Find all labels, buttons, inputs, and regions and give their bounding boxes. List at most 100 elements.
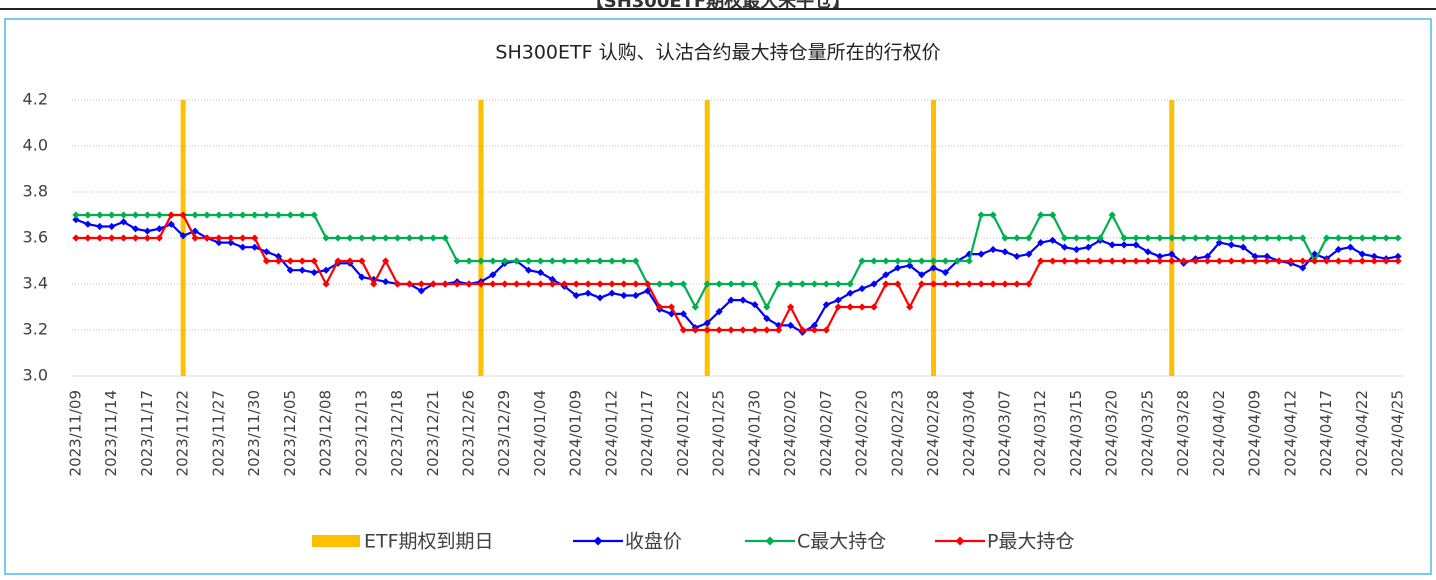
- series-marker: [1322, 257, 1331, 265]
- series-marker: [1060, 243, 1069, 251]
- page-header: 【SH300ETF期权最大未平仓】: [586, 0, 850, 12]
- series-marker: [489, 271, 497, 279]
- series-marker: [560, 257, 568, 265]
- series-marker: [1227, 241, 1235, 249]
- series-marker: [536, 280, 545, 288]
- legend-label: ETF期权到期日: [364, 531, 494, 553]
- series-marker: [894, 257, 902, 265]
- series-marker: [1215, 257, 1223, 265]
- series-marker: [108, 211, 116, 219]
- series-marker: [524, 257, 533, 265]
- series-marker: [239, 211, 247, 219]
- series-marker: [1203, 234, 1212, 242]
- series-marker: [953, 257, 961, 265]
- series-marker: [429, 234, 437, 242]
- x-tick-label: 2024/03/04: [960, 390, 978, 476]
- series-marker: [1275, 257, 1283, 265]
- series-marker: [1370, 234, 1378, 242]
- series-marker: [1370, 252, 1378, 260]
- x-tick-label: 2023/11/17: [138, 390, 156, 476]
- series-marker: [215, 239, 223, 247]
- series-marker: [1072, 257, 1081, 265]
- series-marker: [310, 211, 318, 219]
- series-marker: [822, 280, 830, 288]
- series-marker: [1346, 257, 1355, 265]
- series-marker: [524, 266, 533, 274]
- series-marker: [286, 257, 294, 265]
- series-marker: [1287, 234, 1295, 242]
- series-marker: [870, 280, 878, 288]
- series-marker: [1239, 243, 1247, 251]
- series-marker: [334, 257, 342, 265]
- x-tick-label: 2023/12/08: [317, 390, 335, 476]
- x-tick-label: 2024/04/22: [1353, 390, 1371, 476]
- series-marker: [1227, 234, 1235, 242]
- series-marker: [1334, 234, 1343, 242]
- series-marker: [632, 291, 640, 300]
- series-marker: [1120, 234, 1128, 242]
- series-marker: [310, 257, 318, 265]
- series-marker: [239, 234, 247, 242]
- series-marker: [489, 280, 497, 288]
- series-marker: [72, 216, 80, 224]
- series-marker: [1358, 250, 1366, 258]
- series-marker: [119, 234, 128, 242]
- series-marker: [393, 280, 402, 288]
- series-marker: [191, 211, 199, 219]
- x-tick-label: 2024/04/12: [1281, 390, 1299, 476]
- series-marker: [1382, 234, 1390, 242]
- series-marker: [1144, 257, 1152, 265]
- series-marker: [1013, 280, 1021, 288]
- series-marker: [477, 280, 485, 288]
- x-tick-label: 2024/02/07: [817, 390, 835, 476]
- series-marker: [453, 257, 461, 265]
- x-tick-label: 2024/01/09: [567, 390, 585, 476]
- series-marker: [1370, 257, 1378, 265]
- series-marker: [1049, 211, 1057, 219]
- series-marker: [727, 280, 735, 288]
- y-tick-label: 3.4: [23, 274, 48, 293]
- y-tick-label: 4.2: [23, 90, 48, 109]
- series-marker: [1084, 234, 1092, 242]
- series-marker: [751, 326, 759, 334]
- series-marker: [763, 314, 771, 323]
- series-marker: [858, 285, 866, 293]
- series-marker: [1132, 257, 1140, 265]
- series-marker: [655, 303, 664, 311]
- series-marker: [1168, 257, 1176, 265]
- series-marker: [1060, 234, 1069, 242]
- series-marker: [298, 257, 306, 265]
- series-marker: [846, 303, 854, 311]
- series-marker: [1108, 257, 1116, 265]
- series-marker: [1358, 234, 1366, 242]
- series-marker: [191, 234, 199, 242]
- series-marker: [941, 280, 950, 288]
- series-marker: [1072, 245, 1081, 254]
- series-marker: [667, 280, 676, 288]
- series-marker: [751, 280, 759, 288]
- series-marker: [965, 257, 973, 265]
- series-marker: [96, 222, 104, 231]
- series-marker: [1096, 257, 1104, 265]
- series-marker: [262, 211, 271, 219]
- series-marker: [870, 303, 878, 311]
- series-marker: [739, 280, 747, 288]
- series-marker: [274, 211, 283, 219]
- series-marker: [1120, 257, 1128, 265]
- series-marker: [989, 280, 997, 288]
- legend-swatch-marker: [593, 536, 603, 546]
- series-marker: [596, 257, 604, 265]
- series-marker: [1382, 257, 1390, 265]
- x-tick-label: 2024/03/12: [1031, 390, 1049, 476]
- series-marker: [691, 303, 699, 311]
- series-marker: [405, 234, 414, 242]
- x-tick-label: 2023/12/21: [424, 390, 442, 476]
- series-marker: [691, 326, 699, 334]
- series-marker: [906, 262, 914, 270]
- series-marker: [203, 211, 211, 219]
- series-marker: [358, 273, 366, 281]
- series-marker: [1239, 257, 1247, 265]
- series-marker: [977, 280, 985, 288]
- series-marker: [1275, 234, 1283, 242]
- x-tick-label: 2024/04/09: [1246, 390, 1264, 476]
